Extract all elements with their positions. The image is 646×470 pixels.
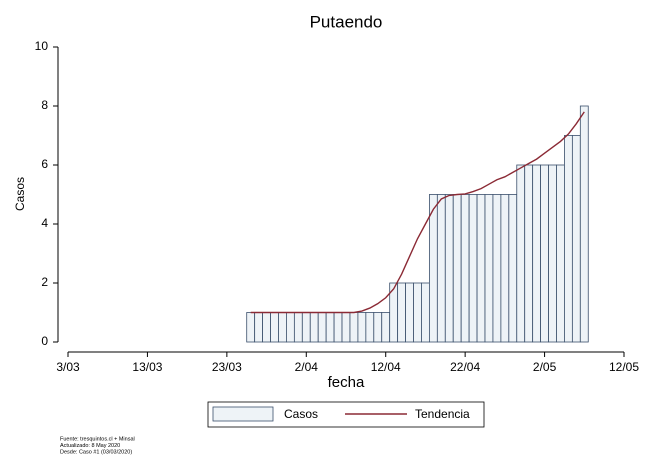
bar: [500, 194, 510, 343]
y-tick-label: 0: [41, 334, 48, 348]
bar: [421, 282, 430, 343]
x-tick-label: 12/04: [371, 360, 401, 374]
bar: [262, 312, 271, 343]
bar: [428, 194, 438, 343]
chart-title: Putaendo: [310, 12, 383, 31]
bar: [254, 312, 264, 343]
bar: [524, 164, 534, 343]
bar: [301, 312, 311, 343]
bar: [468, 194, 478, 343]
x-tick-label: 3/03: [56, 360, 80, 374]
x-tick-label: 23/03: [212, 360, 242, 374]
bar: [452, 194, 462, 343]
bar: [333, 312, 343, 343]
bar: [571, 135, 581, 343]
x-tick-label: 2/04: [295, 360, 319, 374]
y-tick-label: 10: [35, 39, 49, 53]
bar: [293, 312, 303, 343]
footnote: Actualizado: 8 May 2020: [60, 443, 120, 449]
bar: [317, 312, 327, 343]
bar: [540, 164, 549, 343]
bar: [579, 105, 589, 343]
bar: [556, 164, 565, 343]
bar: [397, 282, 406, 343]
bar: [508, 194, 518, 343]
x-tick-label: 2/05: [533, 360, 557, 374]
bar: [278, 312, 287, 343]
bar: [373, 312, 383, 343]
y-tick-label: 6: [41, 157, 48, 171]
legend-label: Tendencia: [415, 407, 470, 421]
bar: [357, 312, 367, 343]
bar: [325, 312, 335, 343]
trend-line: [250, 111, 585, 314]
bar: [548, 164, 557, 343]
bar: [532, 164, 542, 343]
bar: [564, 135, 573, 343]
x-axis-label: fecha: [328, 374, 365, 391]
x-tick-label: 22/04: [450, 360, 480, 374]
bar: [286, 312, 295, 343]
bar: [381, 312, 391, 343]
footnote: Fuente: tresquintos.cl + Minsal: [60, 436, 135, 442]
bar: [341, 312, 351, 343]
footnote: Desde: Caso #1 (03/03/2020): [60, 449, 132, 455]
legend-swatch: [212, 406, 274, 422]
bar: [436, 194, 446, 343]
bar: [516, 164, 526, 343]
bar: [246, 312, 256, 343]
x-tick-label: 12/05: [609, 360, 639, 374]
y-tick-label: 4: [41, 216, 48, 230]
bar: [270, 312, 279, 343]
legend-label: Casos: [284, 407, 318, 421]
bar: [484, 194, 494, 343]
y-tick-label: 2: [41, 275, 48, 289]
y-tick-label: 8: [41, 98, 48, 112]
bar: [405, 282, 414, 343]
bar: [365, 312, 375, 343]
bar: [492, 194, 502, 343]
bar: [413, 282, 422, 343]
bar: [444, 194, 454, 343]
bar: [349, 312, 359, 343]
bar: [476, 194, 486, 343]
bar: [460, 194, 470, 343]
bar: [309, 312, 319, 343]
y-axis-label: Casos: [13, 177, 27, 211]
x-tick-label: 13/03: [132, 360, 162, 374]
